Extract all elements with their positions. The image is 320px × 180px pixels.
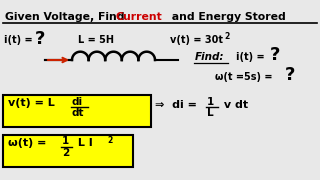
- Bar: [3, 135, 133, 167]
- Text: 2: 2: [224, 32, 229, 41]
- Text: ω(t) =: ω(t) =: [8, 138, 50, 148]
- Text: Find:: Find:: [195, 52, 225, 62]
- Text: Current: Current: [116, 12, 163, 22]
- Text: di: di: [72, 97, 83, 107]
- Text: ?: ?: [285, 66, 295, 84]
- Text: ⇒  di =: ⇒ di =: [155, 100, 201, 110]
- Text: 2: 2: [62, 148, 69, 158]
- Text: ?: ?: [270, 46, 280, 64]
- Text: L I: L I: [74, 138, 93, 148]
- Text: ?: ?: [35, 30, 45, 48]
- Text: dt: dt: [72, 108, 84, 118]
- Text: v(t) = L: v(t) = L: [8, 98, 55, 108]
- Text: v dt: v dt: [220, 100, 248, 110]
- Text: 2: 2: [107, 136, 112, 145]
- Text: Given Voltage, Find: Given Voltage, Find: [5, 12, 128, 22]
- Text: L = 5H: L = 5H: [78, 35, 114, 45]
- Text: ω(t =5s) =: ω(t =5s) =: [215, 72, 276, 82]
- Text: L: L: [207, 108, 214, 118]
- Text: i(t) =: i(t) =: [4, 35, 36, 45]
- Text: and Energy Stored: and Energy Stored: [168, 12, 286, 22]
- Bar: [3, 95, 151, 127]
- Text: 1: 1: [207, 97, 214, 107]
- Text: i(t) =: i(t) =: [236, 52, 268, 62]
- Text: v(t) = 30t: v(t) = 30t: [170, 35, 223, 45]
- Text: 1: 1: [62, 136, 69, 146]
